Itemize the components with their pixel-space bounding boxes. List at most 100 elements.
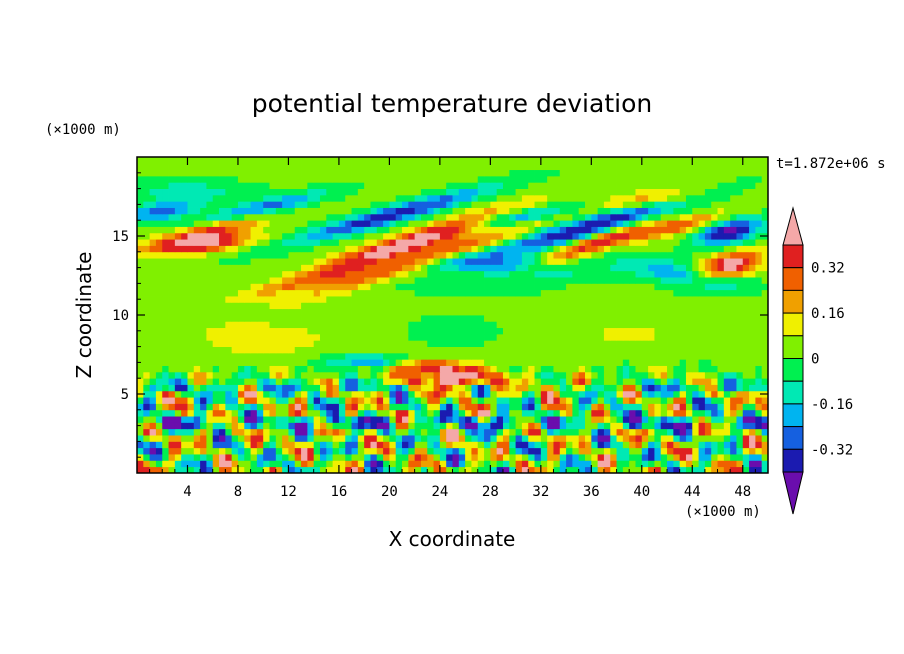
field-cell xyxy=(351,220,359,227)
field-cell xyxy=(629,441,636,449)
field-cell xyxy=(420,428,428,436)
field-cell xyxy=(616,188,624,196)
field-cell xyxy=(389,232,397,240)
field-cell xyxy=(212,403,220,411)
field-cell xyxy=(761,352,768,360)
field-cell xyxy=(414,207,422,215)
field-cell xyxy=(219,333,226,341)
field-cell xyxy=(351,454,359,461)
field-cell xyxy=(282,466,289,473)
field-cell xyxy=(622,365,630,373)
field-cell xyxy=(597,245,605,253)
field-cell xyxy=(155,321,163,329)
field-cell xyxy=(237,302,245,310)
field-cell xyxy=(446,447,453,455)
field-cell xyxy=(225,194,233,202)
field-cell xyxy=(534,327,542,335)
field-cell xyxy=(408,416,416,423)
field-cell xyxy=(162,264,169,272)
field-cell xyxy=(742,163,750,171)
field-cell xyxy=(509,207,516,215)
field-cell xyxy=(736,213,744,221)
field-cell xyxy=(420,289,428,297)
field-cell xyxy=(622,289,630,297)
field-cell xyxy=(685,409,693,417)
field-cell xyxy=(572,359,580,366)
field-cell xyxy=(389,416,397,423)
field-cell xyxy=(471,201,479,208)
field-cell xyxy=(679,169,687,177)
field-cell xyxy=(282,359,289,366)
field-cell xyxy=(534,378,542,385)
field-cell xyxy=(458,296,466,303)
field-cell xyxy=(244,245,251,253)
field-cell xyxy=(414,226,422,234)
field-cell xyxy=(231,378,239,385)
field-cell xyxy=(288,226,296,234)
field-cell xyxy=(332,220,340,227)
field-cell xyxy=(572,239,580,246)
field-cell xyxy=(143,365,151,373)
field-cell xyxy=(559,296,567,303)
field-cell xyxy=(641,226,649,234)
field-cell xyxy=(250,194,258,202)
field-cell xyxy=(559,264,567,272)
field-cell xyxy=(338,460,346,468)
field-cell xyxy=(351,213,359,221)
field-cell xyxy=(155,175,163,183)
field-cell xyxy=(749,163,756,171)
field-cell xyxy=(181,201,188,208)
field-cell xyxy=(509,422,516,430)
field-cell xyxy=(540,207,548,215)
field-cell xyxy=(547,308,554,316)
field-cell xyxy=(263,333,270,341)
field-cell xyxy=(408,245,416,253)
field-cell xyxy=(137,226,144,234)
field-cell xyxy=(692,384,699,392)
field-cell xyxy=(338,245,346,253)
field-cell xyxy=(294,378,302,385)
field-cell xyxy=(206,390,214,398)
field-cell xyxy=(439,264,447,272)
field-cell xyxy=(502,157,510,164)
field-cell xyxy=(351,163,359,171)
field-cell xyxy=(162,239,169,246)
field-cell xyxy=(711,466,718,473)
field-cell xyxy=(585,371,592,379)
field-cell xyxy=(540,365,548,373)
field-cell xyxy=(736,245,744,253)
field-cell xyxy=(143,277,151,284)
field-cell xyxy=(319,416,327,423)
field-cell xyxy=(402,346,409,354)
field-cell xyxy=(193,264,201,272)
field-cell xyxy=(635,308,643,316)
field-cell xyxy=(200,352,207,360)
field-cell xyxy=(301,245,308,253)
field-cell xyxy=(225,163,233,171)
field-cell xyxy=(427,327,434,335)
field-cell xyxy=(509,390,516,398)
field-cell xyxy=(187,245,195,253)
field-cell xyxy=(237,232,245,240)
field-cell xyxy=(509,447,516,455)
field-cell xyxy=(603,397,611,404)
field-cell xyxy=(534,371,542,379)
field-cell xyxy=(357,308,365,316)
field-cell xyxy=(698,441,706,449)
field-cell xyxy=(143,340,151,347)
field-cell xyxy=(452,308,460,316)
field-cell xyxy=(704,302,712,310)
field-cell xyxy=(301,157,308,164)
field-cell xyxy=(376,258,384,265)
field-cell xyxy=(174,302,182,310)
field-cell xyxy=(345,403,352,411)
field-cell xyxy=(553,416,561,423)
field-cell xyxy=(193,194,201,202)
field-cell xyxy=(212,340,220,347)
field-cell xyxy=(452,365,460,373)
field-cell xyxy=(263,403,270,411)
field-cell xyxy=(648,207,655,215)
field-cell xyxy=(351,232,359,240)
field-cell xyxy=(629,194,636,202)
field-cell xyxy=(465,182,472,189)
